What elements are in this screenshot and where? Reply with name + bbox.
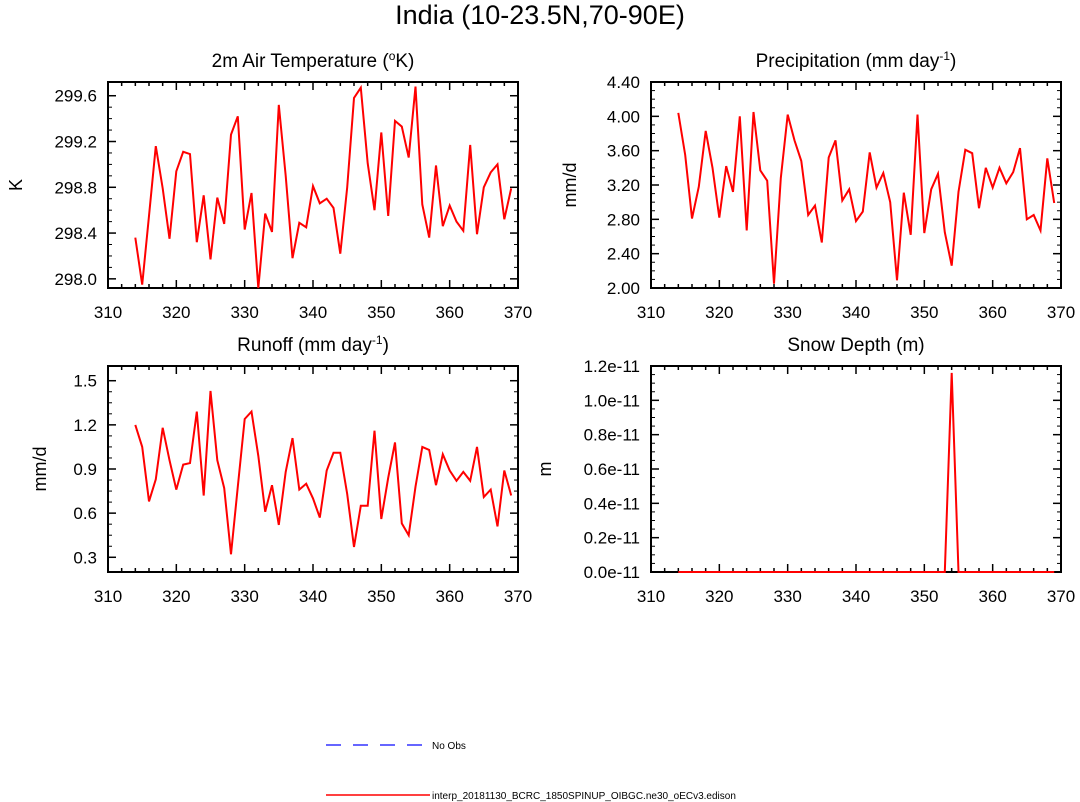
- x-tick-label: 350: [910, 303, 938, 322]
- x-tick-label: 360: [978, 587, 1006, 606]
- y-axis-label: m: [535, 462, 555, 477]
- y-axis-label: K: [6, 179, 26, 191]
- panel-title-text-end: K): [395, 51, 414, 72]
- y-tick-label: 298.0: [54, 270, 97, 289]
- panel-title-text-end: ): [383, 335, 389, 356]
- y-tick-label: 0.6: [73, 504, 97, 523]
- y-tick-label: 2.00: [607, 279, 640, 298]
- y-tick-label: 4.40: [607, 73, 640, 92]
- y-tick-label: 1.5: [73, 372, 97, 391]
- y-tick-label: 2.40: [607, 245, 640, 264]
- chart-panel-3: Runoff (mm day-1) mm/d 310 320 330 340 350 360 3…: [30, 333, 532, 606]
- figure-title: India (10-23.5N,70-90E): [395, 0, 685, 30]
- x-tick-label: 350: [910, 587, 938, 606]
- panel-title: Precipitation (mm day-1): [756, 49, 957, 72]
- x-tick-label: 340: [299, 587, 327, 606]
- panel-title-text: Precipitation (mm day: [756, 51, 940, 72]
- chart-panels: 2m Air Temperature (oK) K 310 320 330 340 350 3…: [6, 49, 1075, 606]
- legend-label-model: interp_20181130_BCRC_1850SPINUP_OIBGC.ne…: [432, 791, 736, 802]
- y-tick-label: 298.8: [54, 178, 97, 197]
- y-tick-label: 299.6: [54, 87, 97, 106]
- plot-frame: [107, 365, 519, 573]
- plot-frame: [650, 365, 1062, 573]
- y-tick-label: 4.00: [607, 107, 640, 126]
- legend: No Obs interp_20181130_BCRC_1850SPINUP_OI…: [326, 741, 736, 802]
- x-tick-label: 320: [705, 587, 733, 606]
- x-tick-label: 360: [435, 587, 463, 606]
- x-tick-label: 320: [162, 303, 190, 322]
- x-tick-label: 360: [978, 303, 1006, 322]
- panel-title-superscript: -1: [372, 333, 383, 347]
- panel-title-text: 2m Air Temperature (: [212, 51, 390, 72]
- y-axis-label: mm/d: [560, 163, 580, 208]
- panel-title-text-end: ): [950, 51, 956, 72]
- x-tick-label: 370: [1047, 303, 1075, 322]
- y-tick-label: 0.8e-11: [584, 426, 640, 445]
- series-line: [134, 390, 513, 555]
- y-tick-label: 0.6e-11: [584, 460, 640, 479]
- x-tick-label: 320: [705, 303, 733, 322]
- plot-frame: [650, 81, 1062, 289]
- x-tick-label: 350: [367, 587, 395, 606]
- y-axis-label: mm/d: [30, 447, 50, 492]
- y-tick-label: 0.4e-11: [584, 494, 640, 513]
- y-tick-label: 299.2: [54, 133, 97, 152]
- x-tick-label: 310: [94, 303, 122, 322]
- chart-panel-2: Precipitation (mm day-1) mm/d 310 320 330 340…: [560, 49, 1075, 322]
- y-tick-label: 3.20: [607, 176, 640, 195]
- x-tick-label: 330: [230, 303, 258, 322]
- x-tick-label: 350: [367, 303, 395, 322]
- panel-title: 2m Air Temperature (oK): [212, 49, 415, 72]
- legend-label-obs: No Obs: [432, 741, 466, 752]
- y-tick-label: 0.9: [73, 460, 97, 479]
- y-tick-label: 3.60: [607, 142, 640, 161]
- chart-panel-4: Snow Depth (m) m 310 320 330 340 350 360 370 0.0e…: [535, 335, 1075, 606]
- x-tick-label: 320: [162, 587, 190, 606]
- x-tick-label: 340: [299, 303, 327, 322]
- y-tick-label: 1.2: [73, 416, 97, 435]
- panel-title: Runoff (mm day-1): [237, 333, 389, 356]
- y-tick-label: 2.80: [607, 210, 640, 229]
- chart-panel-1: 2m Air Temperature (oK) K 310 320 330 340 350 3…: [6, 49, 532, 322]
- x-tick-label: 370: [504, 587, 532, 606]
- y-tick-label: 1.2e-11: [584, 357, 640, 376]
- y-tick-label: 0.2e-11: [584, 529, 640, 548]
- panel-title-text: Runoff (mm day: [237, 335, 372, 356]
- y-tick-label: 1.0e-11: [584, 391, 640, 410]
- panel-title-superscript: -1: [939, 49, 950, 63]
- x-tick-label: 340: [842, 303, 870, 322]
- x-tick-label: 310: [637, 587, 665, 606]
- y-tick-label: 0.3: [73, 548, 97, 567]
- panel-title: Snow Depth (m): [787, 335, 924, 356]
- x-tick-label: 360: [435, 303, 463, 322]
- panel-title-superscript: o: [389, 49, 396, 63]
- x-tick-label: 370: [504, 303, 532, 322]
- x-tick-label: 310: [94, 587, 122, 606]
- panel-title-text: Snow Depth (m): [787, 335, 924, 356]
- x-tick-label: 310: [637, 303, 665, 322]
- series-line: [678, 372, 1055, 573]
- x-tick-label: 330: [773, 303, 801, 322]
- series-line: [134, 84, 513, 289]
- x-tick-label: 340: [842, 587, 870, 606]
- y-tick-label: 298.4: [54, 224, 97, 243]
- x-tick-label: 330: [230, 587, 258, 606]
- y-tick-label: 0.0e-11: [584, 563, 640, 582]
- x-tick-label: 330: [773, 587, 801, 606]
- series-line: [677, 111, 1056, 284]
- x-tick-label: 370: [1047, 587, 1075, 606]
